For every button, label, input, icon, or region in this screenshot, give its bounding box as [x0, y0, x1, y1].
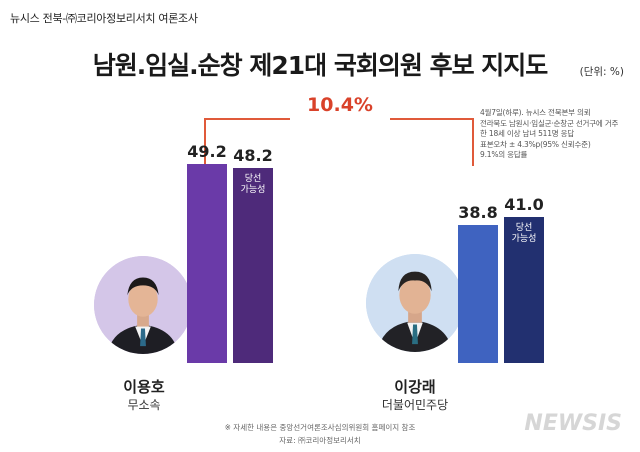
candidate-2-name: 이강래 [394, 378, 436, 396]
person-photo-icon [94, 256, 192, 354]
bar-inner-label: 당선 가능성 [504, 223, 544, 245]
candidate-2-party: 더불어민주당 [381, 398, 449, 412]
likelihood-label-line: 가능성 [240, 185, 266, 195]
bar-value-support-candidate-2: 38.8 [458, 203, 498, 222]
footer-source: 자료: ㈜코리아정보리서치 [279, 436, 361, 445]
unit-label: (단위: %) [579, 66, 624, 78]
avatar-candidate-2 [366, 254, 464, 352]
survey-note-line: 전라북도 남원시·임실군·순창군 선거구에 거주 [480, 118, 619, 128]
survey-note-line: 9.1%의 응답률 [480, 150, 528, 159]
candidate-1-party: 무소속 [127, 398, 161, 412]
bar-value-likelihood-candidate-2: 41.0 [504, 195, 544, 214]
survey-note-line: 한 18세 이상 남녀 511명 응답 [480, 129, 575, 138]
likelihood-label-line: 당선 [515, 223, 533, 233]
likelihood-label-line: 당선 [244, 174, 262, 184]
source-header: 뉴시스 전북-㈜코리아정보리서치 여론조사 [10, 12, 198, 25]
gap-label: 10.4% [307, 94, 373, 116]
bar-value-likelihood-candidate-1: 48.2 [233, 146, 273, 165]
bar-value-support-candidate-1: 49.2 [187, 142, 227, 161]
survey-note-line: 4월7일(하루). 뉴시스 전북본부 의뢰 [480, 108, 591, 117]
candidate-1-name: 이용호 [123, 378, 165, 396]
bar-likelihood-candidate-1: 당선 가능성 [233, 168, 273, 363]
bar-support-candidate-2 [458, 225, 498, 363]
person-photo-icon [366, 254, 464, 352]
survey-note-line: 표본오차 ± 4.3%p(95% 신뢰수준) [480, 139, 591, 149]
bar-support-candidate-1 [187, 164, 227, 363]
avatar-candidate-1 [94, 256, 192, 354]
survey-note: 4월7일(하루). 뉴시스 전북본부 의뢰 전라북도 남원시·임실군·순창군 선… [480, 108, 618, 161]
newsis-watermark: NEWSIS [524, 411, 622, 436]
likelihood-label-line: 가능성 [511, 234, 537, 244]
gap-bracket-cover [290, 110, 390, 126]
footer-note: ※ 자세한 내용은 중앙선거여론조사심의위원회 홈페이지 참조 [224, 423, 416, 432]
bar-inner-label: 당선 가능성 [233, 174, 273, 196]
chart-title: 남원.임실.순창 제21대 국회의원 후보 지지도 [92, 51, 549, 80]
bar-likelihood-candidate-2: 당선 가능성 [504, 217, 544, 363]
